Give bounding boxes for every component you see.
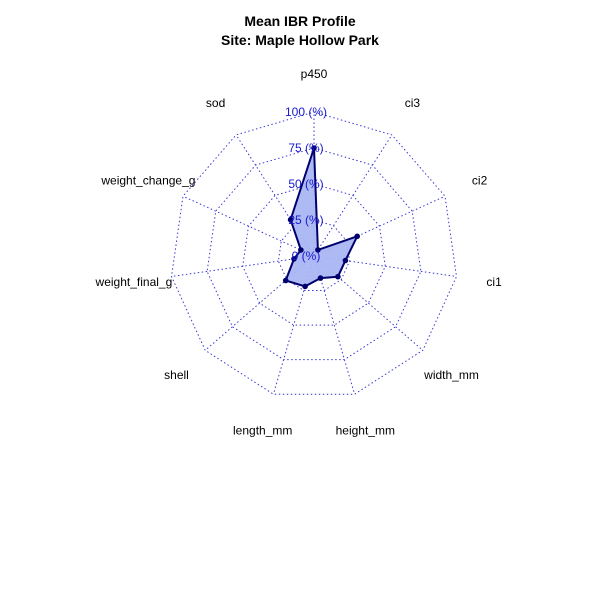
axis-label-shell: shell — [164, 368, 189, 382]
series-area — [284, 147, 359, 288]
tick-label-50: 50 (%) — [288, 177, 323, 191]
data-point-weight_change_g — [298, 247, 304, 253]
data-point-width_mm — [335, 273, 341, 280]
axis-label-ci3: ci3 — [405, 96, 421, 110]
axis-labels: p450 ci3 ci2 ci1 width_mm height_mm length_mm s… — [95, 67, 503, 438]
axis-label-p450: p450 — [301, 67, 328, 81]
data-point-shell — [282, 277, 289, 284]
chart-subtitle: Site: Maple Hollow Park — [221, 32, 379, 48]
radar-series — [282, 145, 361, 290]
axis-label-length_mm: length_mm — [233, 424, 292, 438]
axis-label-weight_change_g: weight_change_g — [100, 173, 195, 187]
radial-ticks: 0 (%) 25 (%) 50 (%) 75 (%) 100 (%) — [285, 105, 327, 263]
axis-label-ci1: ci1 — [486, 275, 502, 289]
data-point-ci2 — [354, 233, 361, 240]
data-point-length_mm — [302, 283, 308, 290]
data-point-height_mm — [317, 275, 324, 281]
tick-label-25: 25 (%) — [288, 213, 323, 227]
axis-label-height_mm: height_mm — [336, 424, 395, 438]
tick-label-0: 0 (%) — [292, 249, 321, 263]
data-point-weight_final_g — [291, 256, 297, 262]
axis-label-ci2: ci2 — [472, 173, 488, 187]
data-point-ci1 — [342, 257, 349, 264]
axis-label-width_mm: width_mm — [423, 368, 479, 382]
axis-label-sod: sod — [206, 96, 225, 110]
data-point-ci3 — [315, 247, 321, 253]
tick-label-100: 100 (%) — [285, 105, 327, 119]
chart-title: Mean IBR Profile — [244, 13, 355, 29]
axis-label-weight_final_g: weight_final_g — [95, 275, 173, 289]
data-point-p450 — [311, 145, 317, 151]
grid-spoke-weight_change_g — [182, 195, 315, 257]
grid-ring-1 — [277, 219, 351, 291]
tick-label-75: 75 (%) — [288, 141, 323, 155]
grid-ring-4 — [170, 111, 458, 395]
data-point-sod — [287, 216, 294, 223]
